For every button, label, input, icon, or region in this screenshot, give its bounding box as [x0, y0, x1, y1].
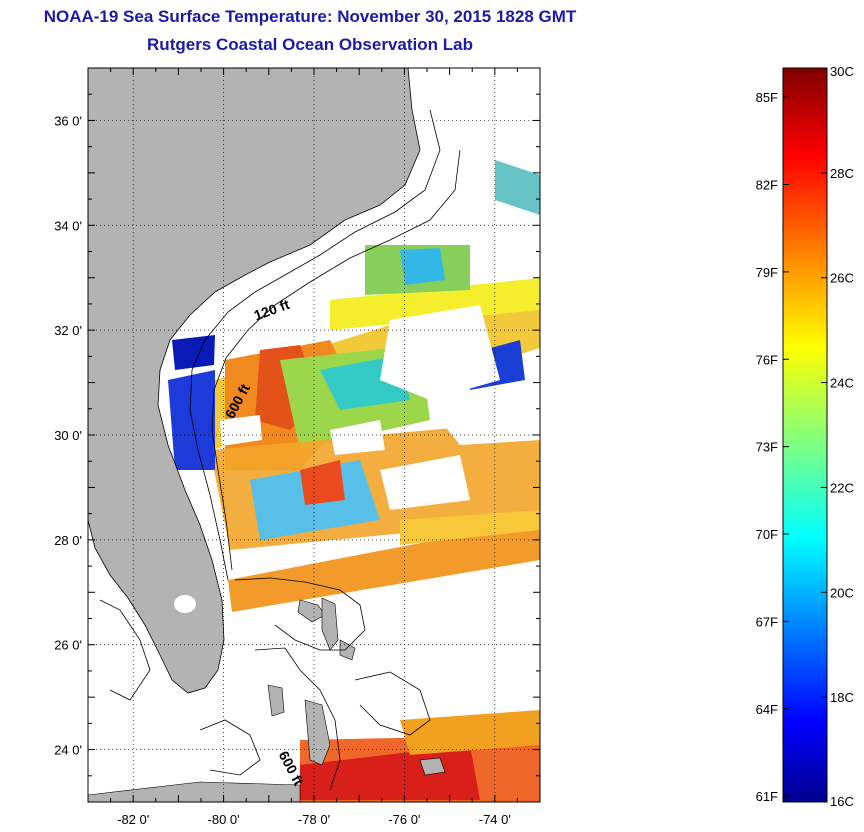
colorbar-label-f: 61F [756, 789, 778, 804]
lat-tick-label: 32 0' [54, 323, 82, 338]
colorbar-label-f: 76F [756, 352, 778, 367]
land-southeast-us-florida [88, 68, 421, 694]
land-bahamas [267, 597, 446, 776]
colorbar-label-f: 70F [756, 527, 778, 542]
lake-okeechobee [174, 595, 196, 613]
colorbar-label-c: 28C [830, 166, 854, 181]
lat-tick-label: 36 0' [54, 113, 82, 128]
colorbar-label-c: 22C [830, 480, 854, 495]
graticule-grid [88, 68, 540, 802]
colorbar-label-f: 79F [756, 265, 778, 280]
bathymetry-contours [99, 109, 461, 791]
colorbar-label-c: 30C [830, 64, 854, 79]
lat-tick-label: 34 0' [54, 218, 82, 233]
land-cuba [88, 781, 301, 802]
longitude-ticks: -82 0' -80 0' -78 0' -76 0' -74 0' [87, 68, 541, 827]
colorbar [782, 67, 828, 803]
colorbar-celsius-labels: 30C 28C 26C 24C 22C 20C 18C 16C [821, 64, 854, 809]
colorbar-label-c: 20C [830, 585, 854, 600]
colorbar-label-f: 85F [756, 90, 778, 105]
colorbar-label-c: 24C [830, 376, 854, 391]
lon-tick-label: -78 0' [298, 812, 330, 827]
colorbar-label-f: 67F [756, 614, 778, 629]
lat-tick-label: 30 0' [54, 428, 82, 443]
lat-tick-label: 28 0' [54, 533, 82, 548]
map-subtitle: Rutgers Coastal Ocean Observation Lab [147, 35, 473, 54]
colorbar-label-f: 64F [756, 702, 778, 717]
colorbar-label-f: 82F [756, 178, 778, 193]
map-title: NOAA-19 Sea Surface Temperature: Novembe… [43, 7, 577, 26]
colorbar-fahrenheit-labels: 85F 82F 79F 76F 73F 70F 67F 64F 61F [756, 90, 789, 804]
cloud-gaps [220, 305, 540, 510]
colorbar-label-c: 26C [830, 271, 854, 286]
colorbar-label-c: 18C [830, 690, 854, 705]
lat-tick-label: 24 0' [54, 743, 82, 758]
lon-tick-label: -82 0' [117, 812, 149, 827]
colorbar-label-c: 16C [830, 794, 854, 809]
latitude-ticks: 36 0' 34 0' 32 0' 30 0' 28 0' 26 0' 24 0' [54, 67, 540, 803]
lon-tick-label: -80 0' [208, 812, 240, 827]
colorbar-label-f: 73F [756, 440, 778, 455]
lon-tick-label: -76 0' [388, 812, 420, 827]
lat-tick-label: 26 0' [54, 638, 82, 653]
lon-tick-label: -74 0' [479, 812, 511, 827]
